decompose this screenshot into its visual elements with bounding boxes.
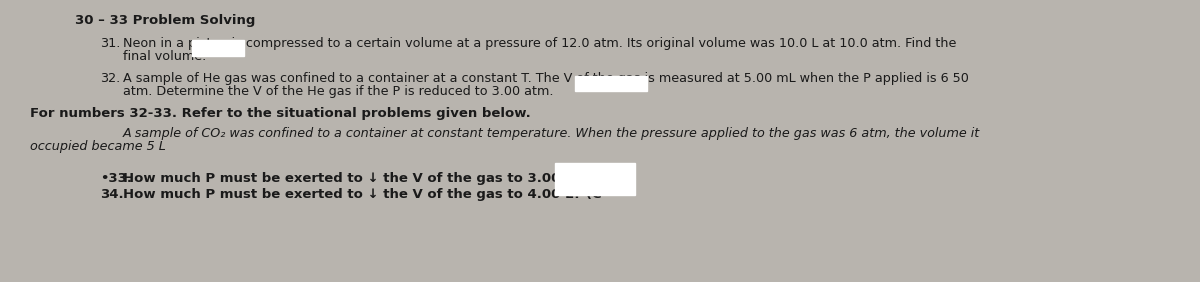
Bar	[554, 179, 635, 195]
Text: A sample of CO₂ was confined to a container at constant temperature. When the pr: A sample of CO₂ was confined to a contai…	[124, 127, 980, 140]
Text: 32.: 32.	[100, 72, 120, 85]
Text: Neon in a piston is compressed to a certain volume at a pressure of 12.0 atm. It: Neon in a piston is compressed to a cert…	[124, 37, 956, 50]
Text: How much P must be exerted to ↓ the V of the gas to 3.00 L? (F: How much P must be exerted to ↓ the V of…	[124, 172, 601, 185]
Text: final volume.: final volume.	[124, 50, 206, 63]
Text: A sample of He gas was confined to a container at a constant T. The V of the gas: A sample of He gas was confined to a con…	[124, 72, 968, 85]
Text: atm. Determine the V of the He gas if the P is reduced to 3.00 atm.: atm. Determine the V of the He gas if th…	[124, 85, 553, 98]
Text: For numbers 32-33. Refer to the situational problems given below.: For numbers 32-33. Refer to the situatio…	[30, 107, 530, 120]
Text: How much P must be exerted to ↓ the V of the gas to 4.00 L? (C: How much P must be exerted to ↓ the V of…	[124, 188, 601, 201]
Text: occupied became 5 L: occupied became 5 L	[30, 140, 166, 153]
Text: 31.: 31.	[100, 37, 120, 50]
Text: •33.: •33.	[100, 172, 132, 185]
Text: 30 – 33 Problem Solving: 30 – 33 Problem Solving	[74, 14, 256, 27]
Bar	[192, 40, 244, 56]
Text: 34.: 34.	[100, 188, 124, 201]
Bar	[554, 163, 635, 179]
Bar	[575, 76, 647, 91]
